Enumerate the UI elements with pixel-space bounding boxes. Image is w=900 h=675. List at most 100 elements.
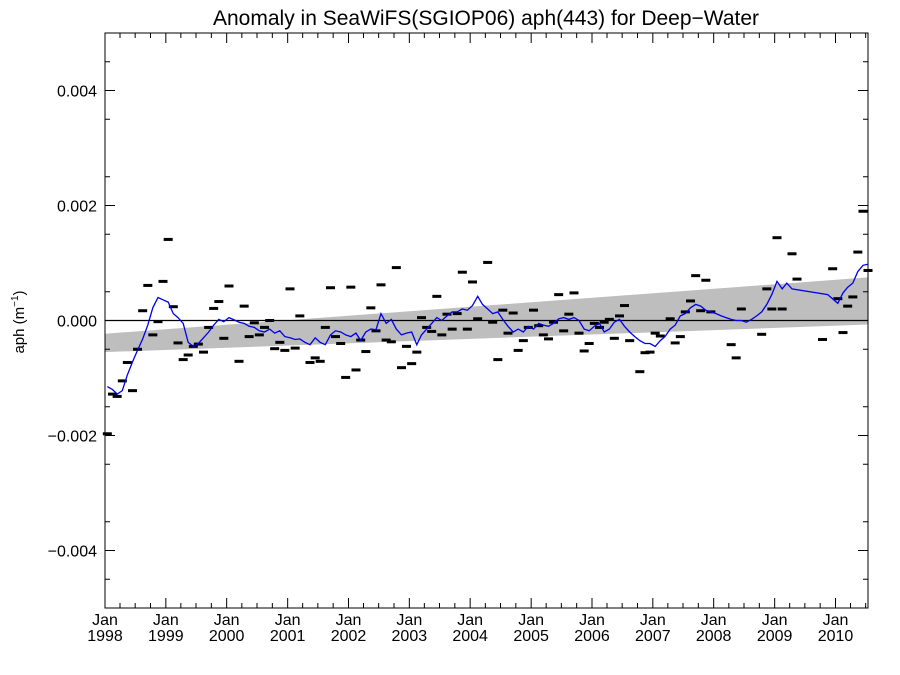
anomaly-point xyxy=(787,252,797,256)
anomaly-point xyxy=(402,344,411,348)
anomaly-point xyxy=(331,335,340,339)
anomaly-point xyxy=(670,341,680,345)
anomaly-point xyxy=(315,359,325,363)
anomaly-point xyxy=(168,305,178,309)
anomaly-point xyxy=(305,360,315,364)
anomaly-point xyxy=(615,314,624,318)
anomaly-point xyxy=(457,270,467,274)
y-axis-label: aph (m−1) xyxy=(10,290,28,353)
x-tick-label-month: Jan xyxy=(153,612,179,629)
anomaly-point xyxy=(635,370,645,374)
anomaly-point xyxy=(468,280,477,284)
y-tick-label: 0.000 xyxy=(57,314,97,331)
anomaly-point xyxy=(275,340,285,344)
anomaly-point xyxy=(696,309,706,313)
anomaly-point xyxy=(599,320,609,324)
anomaly-point xyxy=(589,321,599,325)
anomaly-point xyxy=(691,274,701,278)
anomaly-point xyxy=(407,362,417,366)
x-tick-label-month: Jan xyxy=(275,612,301,629)
y-axis-label-main: aph (m xyxy=(11,307,28,354)
anomaly-point xyxy=(559,329,569,333)
anomaly-point xyxy=(351,368,361,372)
anomaly-point xyxy=(158,279,168,283)
anomaly-point xyxy=(234,359,244,363)
anomaly-point xyxy=(265,319,275,322)
x-tick-label-month: Jan xyxy=(701,612,727,629)
trend-band xyxy=(105,277,868,353)
y-axis-label-text: aph (m−1) xyxy=(10,290,28,353)
x-tick-label-month: Jan xyxy=(579,612,605,629)
running-mean-line xyxy=(106,263,869,395)
anomaly-point xyxy=(183,353,193,357)
anomaly-point xyxy=(346,285,356,289)
anomaly-point xyxy=(290,346,300,350)
x-tick-label-year: 2006 xyxy=(574,628,610,645)
anomaly-point xyxy=(609,336,619,340)
anomaly-point xyxy=(381,338,391,342)
anomaly-point xyxy=(757,332,767,336)
anomaly-point xyxy=(595,325,604,329)
x-tick-label-year: 2003 xyxy=(392,628,428,645)
anomaly-point xyxy=(371,329,381,333)
anomaly-point xyxy=(483,260,493,264)
x-tick-label-month: Jan xyxy=(762,612,788,629)
anomaly-point xyxy=(386,340,396,344)
anomaly-point xyxy=(574,331,584,335)
anomaly-point xyxy=(650,331,660,335)
y-tick-label: 0.002 xyxy=(57,199,97,216)
anomaly-point xyxy=(376,283,386,287)
anomaly-point xyxy=(270,347,280,351)
anomaly-point xyxy=(148,333,158,337)
x-tick-label-month: Jan xyxy=(396,612,422,629)
anomaly-point xyxy=(336,342,346,345)
y-axis-label-close: ) xyxy=(11,290,28,295)
anomaly-point xyxy=(772,236,782,240)
anomaly-point xyxy=(442,312,452,316)
x-tick-label-year: 2004 xyxy=(452,628,488,645)
anomaly-point xyxy=(838,331,848,335)
anomaly-point xyxy=(153,320,163,324)
anomaly-point xyxy=(102,432,112,436)
anomaly-point xyxy=(138,309,148,313)
anomaly-point xyxy=(726,343,736,347)
anomaly-point xyxy=(736,307,746,311)
anomaly-point xyxy=(554,293,564,297)
anomaly-point xyxy=(828,267,838,271)
anomaly-point xyxy=(178,358,188,362)
anomaly-point xyxy=(848,295,858,299)
anomaly-point xyxy=(701,278,711,282)
anomaly-point xyxy=(391,266,401,270)
anomaly-point xyxy=(604,317,614,321)
anomaly-point xyxy=(518,339,528,343)
x-tick-label-month: Jan xyxy=(518,612,544,629)
anomaly-point xyxy=(285,287,295,291)
x-tick-label-year: 2005 xyxy=(513,628,549,645)
anomaly-point xyxy=(326,286,335,290)
anomaly-point xyxy=(219,336,229,340)
anomaly-point xyxy=(249,321,259,325)
anomaly-point xyxy=(762,287,772,291)
anomaly-point xyxy=(320,325,330,329)
anomaly-point xyxy=(427,329,437,333)
anomaly-point xyxy=(462,327,472,331)
anomaly-point xyxy=(412,350,422,354)
x-tick-label-month: Jan xyxy=(640,612,666,629)
anomaly-point xyxy=(173,341,183,345)
anomaly-point xyxy=(452,312,462,316)
anomaly-point xyxy=(640,351,650,355)
x-tick-label-month: Jan xyxy=(214,612,240,629)
anomaly-point xyxy=(767,307,777,311)
anomaly-point xyxy=(239,304,249,308)
anomaly-point xyxy=(437,333,447,337)
anomaly-point xyxy=(675,335,685,339)
anomaly-point xyxy=(209,306,219,310)
anomaly-point xyxy=(128,389,137,393)
anomaly-point xyxy=(544,337,553,341)
x-tick-label-year: 2000 xyxy=(209,628,245,645)
anomaly-point xyxy=(117,379,127,383)
anomaly-point xyxy=(163,237,173,241)
anomaly-point xyxy=(777,307,787,311)
x-tick-label-year: 1998 xyxy=(87,628,123,645)
